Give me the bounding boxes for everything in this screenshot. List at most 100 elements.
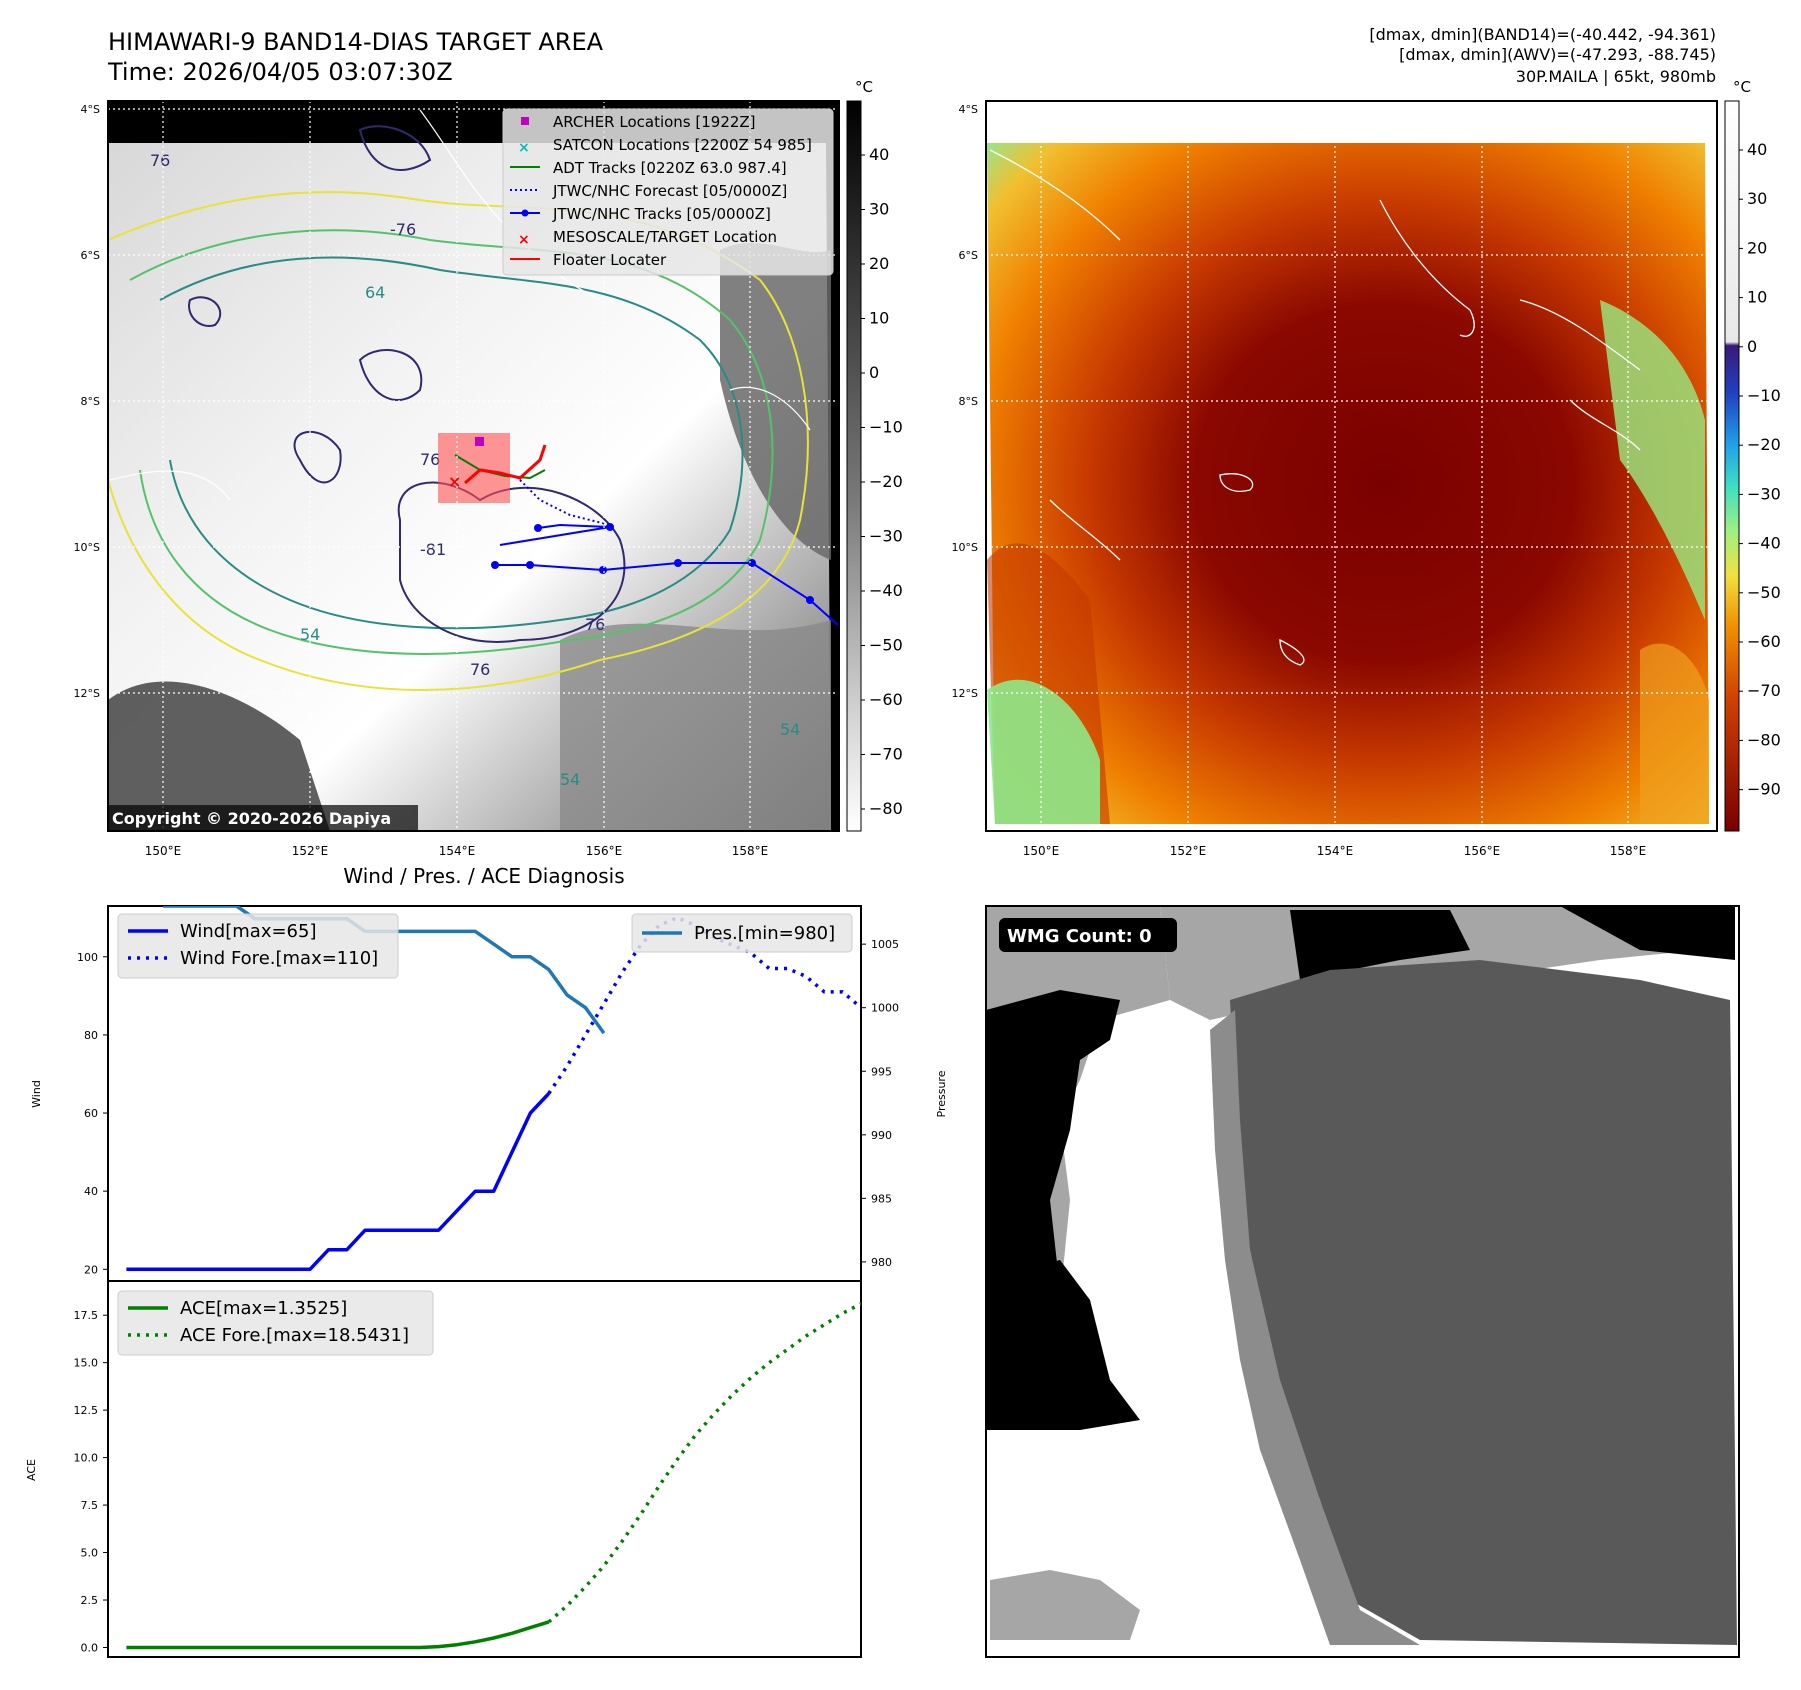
axis-tick-label: 80	[84, 1029, 98, 1042]
wmg-count-label: WMG Count: 0	[1007, 926, 1152, 947]
contour-label: -81	[420, 540, 446, 559]
colorbar-tick-label: −30	[1747, 484, 1781, 503]
awv-map-frame	[985, 100, 1718, 832]
wind-legend: Wind[max=65] Wind Fore.[max=110]	[117, 913, 399, 979]
series-line-wind	[126, 1092, 551, 1272]
wind-axis-label: Wind	[30, 1080, 43, 1108]
colorbar-tick-label: 10	[1747, 288, 1767, 307]
map-lat-label: 10°S	[952, 541, 978, 554]
contour-label: 76	[150, 151, 170, 170]
ace-plot	[126, 1301, 861, 1650]
coastline	[1569, 399, 1641, 451]
coastline	[1379, 199, 1475, 337]
axis-tick-label: 2.5	[81, 1594, 99, 1607]
axis-tick-label: 17.5	[74, 1309, 99, 1322]
ir-map-frame	[107, 100, 840, 832]
legend-label-satcon: SATCON Locations [2200Z 54 985]	[553, 136, 812, 154]
map-lon-label: 154°E	[1317, 844, 1354, 858]
ace-axis-ticks: 0.0 2.5 5.0 7.5 10.0 12.5 15.0 17.5	[74, 1309, 108, 1655]
jtwc-best-track	[499, 523, 611, 546]
map-lat-label: 8°S	[959, 395, 978, 408]
awv-colorbar-strip	[1724, 100, 1740, 832]
coastline	[1519, 299, 1641, 371]
wmg-region-dark	[1230, 960, 1737, 1645]
axis-tick-label: 0.0	[81, 1642, 99, 1655]
pressure-legend-box	[631, 913, 853, 953]
track-point	[599, 566, 607, 574]
colorbar-tick-label: −80	[1747, 730, 1781, 749]
coastline	[1219, 473, 1254, 492]
legend-ace-fore-label: ACE Fore.[max=18.5431]	[180, 1325, 409, 1346]
floater-target-box	[438, 433, 510, 503]
legend-target-marker: ×	[518, 232, 530, 248]
contour-label: 76	[420, 450, 440, 469]
contour-line	[129, 229, 774, 655]
coastline	[109, 470, 231, 501]
colorbar-tick-label: −40	[869, 581, 903, 600]
map-lon-label: 152°E	[292, 844, 329, 858]
colorbar-tick-label: −50	[1747, 583, 1781, 602]
colorbar-tick-label: 30	[1747, 189, 1767, 208]
contour-line	[108, 191, 809, 691]
wmg-region-black	[1290, 910, 1470, 980]
axis-tick-label: 40	[84, 1185, 98, 1198]
legend-satcon-marker: ×	[518, 140, 530, 156]
pressure-legend: Pres.[min=980]	[631, 913, 853, 953]
contour-label: 64	[365, 283, 385, 302]
colorbar-tick-label: −10	[1747, 386, 1781, 405]
legend-archer-marker	[521, 117, 529, 125]
awv-map-panel	[985, 100, 1718, 832]
colorbar-tick-label: −40	[1747, 534, 1781, 553]
info-awv-range: [dmax, dmin](AWV)=(-47.293, -88.745)	[1399, 45, 1716, 64]
colorbar-tick-label: −20	[869, 472, 903, 491]
axis-tick-label: 7.5	[81, 1499, 99, 1512]
wmg-region-mid	[1210, 1010, 1420, 1645]
contour-line	[159, 256, 744, 630]
colorbar-tick-label: −70	[869, 745, 903, 764]
colorbar-tick-label: −20	[1747, 435, 1781, 454]
map-lon-label: 158°E	[732, 844, 769, 858]
copyright-badge	[108, 805, 418, 831]
axis-tick-label: 12.5	[74, 1404, 99, 1417]
axis-tick-label: 980	[871, 1256, 892, 1269]
adt-track	[454, 454, 546, 480]
map-lon-label: 154°E	[439, 844, 476, 858]
wmg-panel: WMG Count: 0	[985, 905, 1740, 1658]
coastline	[989, 149, 1121, 241]
colorbar-tick-label: 0	[1747, 337, 1757, 356]
legend-label-adt: ADT Tracks [0220Z 63.0 987.4]	[553, 159, 787, 177]
awv-imagery	[987, 143, 1709, 824]
colorbar-tick-label: 20	[1747, 238, 1767, 257]
colorbar-tick-label: 40	[1747, 140, 1767, 159]
colorbar-tick-label: −60	[869, 690, 903, 709]
legend-label-archer: ARCHER Locations [1922Z]	[553, 113, 756, 131]
ir-warm-region	[560, 620, 831, 831]
map-lon-label: 156°E	[1464, 844, 1501, 858]
pressure-axis-ticks: 980 985 990 995 1000 1005	[861, 938, 899, 1269]
contour-line	[358, 349, 423, 401]
colorbar-tick-label: 10	[869, 309, 889, 328]
contour-label: 54	[780, 720, 800, 739]
axis-tick-label: 1000	[871, 1002, 899, 1015]
coastline	[729, 386, 811, 431]
legend-wind-label: Wind[max=65]	[180, 921, 317, 942]
wmg-region-black	[1560, 906, 1735, 960]
contour-line	[358, 125, 432, 171]
axis-tick-label: 5.0	[81, 1547, 99, 1560]
map-lon-label: 150°E	[1023, 844, 1060, 858]
ir-warm-region	[720, 242, 831, 561]
colorbar-tick-label: −10	[869, 418, 903, 437]
track-point	[606, 523, 614, 531]
contour-line	[188, 296, 222, 327]
map-lat-label: 8°S	[81, 395, 100, 408]
colorbar-tick-label: 30	[869, 200, 889, 219]
colorbar-tick-label: −80	[869, 799, 903, 818]
awv-colorbar: °C 40 30 20 10 0 −10 −20 −30 −40 −50 −60 −70 −80 −90	[1724, 78, 1781, 832]
track-point	[748, 559, 756, 567]
axis-tick-label: 990	[871, 1129, 892, 1142]
contour-label: 54	[300, 625, 320, 644]
colorbar-tick-label: 40	[869, 145, 889, 164]
axis-tick-label: 100	[77, 951, 98, 964]
floater-locater-track	[464, 444, 547, 485]
legend-pressure-label: Pres.[min=980]	[694, 923, 835, 944]
